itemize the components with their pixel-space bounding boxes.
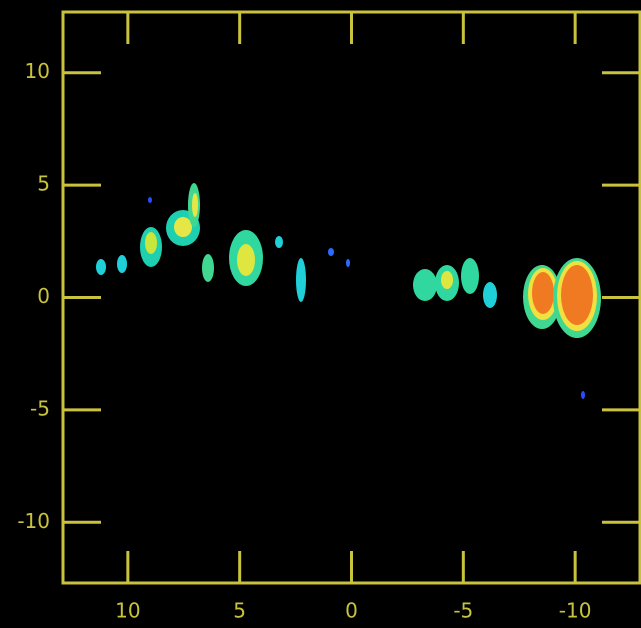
y-tick-label: -5 — [30, 396, 50, 420]
y-tick-label: 5 — [37, 172, 50, 196]
x-tick-label: 10 — [115, 599, 140, 623]
y-tick-label: 0 — [37, 284, 50, 308]
x-tick-label: -10 — [559, 599, 592, 623]
blob — [192, 193, 198, 217]
blob — [461, 258, 479, 294]
blob — [328, 248, 334, 256]
y-tick-label: 10 — [25, 59, 50, 83]
blob — [532, 272, 554, 314]
emission-map — [96, 183, 601, 399]
blob — [96, 259, 106, 275]
blob — [202, 254, 214, 282]
blob — [148, 197, 152, 203]
blob — [237, 244, 255, 276]
x-tick-label: -5 — [453, 599, 473, 623]
blob — [581, 391, 585, 399]
blob — [561, 265, 593, 325]
blob — [441, 271, 453, 289]
x-tick-label: 5 — [233, 599, 246, 623]
y-tick-label: -10 — [17, 509, 50, 533]
blob — [145, 232, 157, 254]
blob — [117, 255, 127, 273]
blob — [275, 236, 283, 248]
blob — [413, 269, 437, 301]
x-tick-label: 0 — [345, 599, 358, 623]
blob — [483, 282, 497, 308]
blob — [296, 258, 306, 302]
blob — [174, 217, 192, 237]
blob — [346, 259, 350, 267]
